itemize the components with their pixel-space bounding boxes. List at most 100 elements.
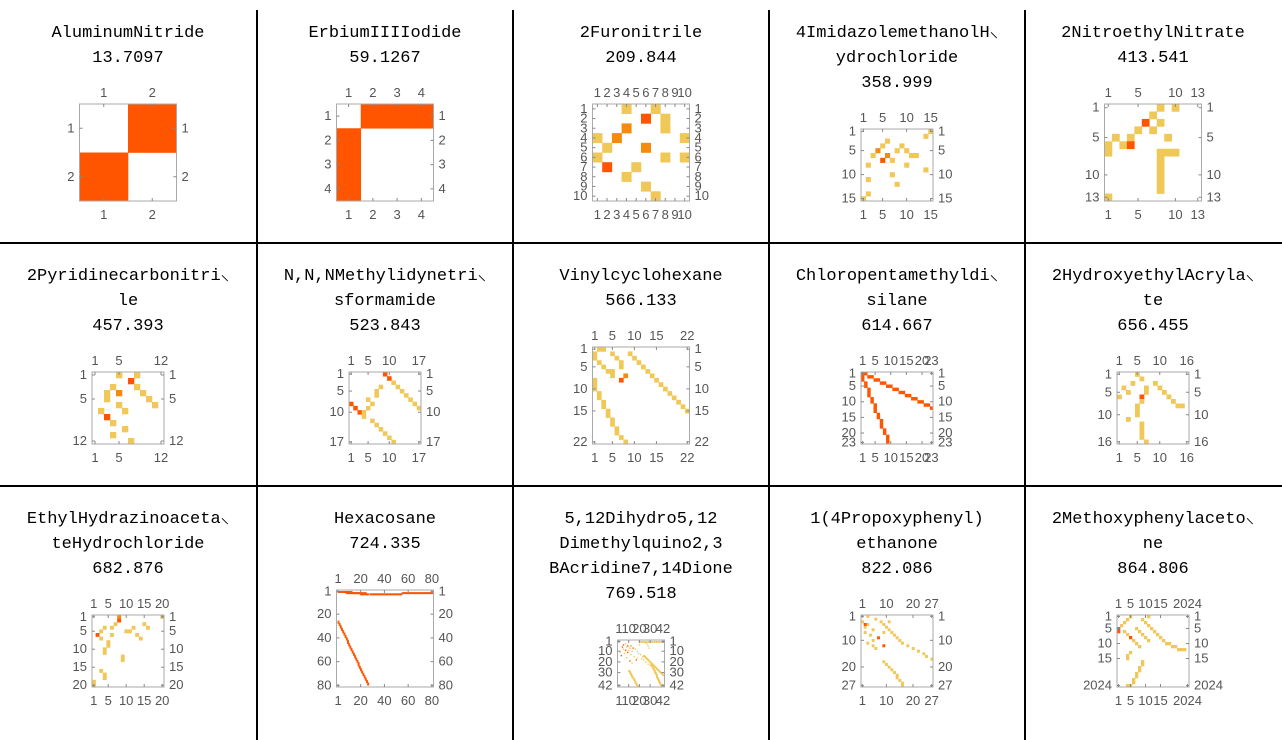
tick-label-top: 10: [621, 621, 635, 636]
matrix-cell: [658, 641, 661, 643]
matrix-panel: 2Furonitrile 209.844 1 1 1 1 2 2 2 2 3 3 3 3 4 4 4 4 5 5 5 5 6…: [513, 0, 769, 243]
panel-title-line: 614.667: [861, 317, 932, 336]
matrix-plot: 4ImidazolemethanolH⸜ ydrochloride 358.999 1…: [796, 24, 998, 222]
matrix-cell: [680, 404, 686, 410]
matrix-cell: [871, 628, 875, 632]
matrix-cell: [1156, 178, 1165, 187]
matrix-cell: [361, 414, 367, 419]
tick-label-left: 15: [842, 409, 856, 424]
matrix-cell: [1156, 104, 1165, 112]
matrix-cell: [654, 673, 657, 676]
matrix-cell: [1177, 648, 1181, 652]
tick-label-right: 15: [169, 659, 183, 674]
matrix-cell: [641, 364, 646, 370]
tick-label-top: 10: [1138, 596, 1152, 611]
matrix-cell: [909, 153, 915, 159]
matrix-cell: [1147, 639, 1151, 643]
tick-label-bottom: 15: [1153, 693, 1167, 708]
matrix-cell: [351, 592, 354, 595]
tick-label-right: 10: [670, 643, 684, 658]
tick-label-bottom: 1: [1115, 693, 1122, 708]
tick-label-left: 5: [1105, 621, 1112, 636]
matrix-cell: [398, 593, 400, 596]
tick-label-top: 5: [609, 328, 616, 343]
matrix-cell: [349, 645, 352, 648]
matrix-cell: [356, 661, 359, 663]
matrix-cell: [653, 669, 656, 672]
tick-label-right: 15: [938, 409, 952, 424]
tick-label-top: 10: [627, 328, 641, 343]
matrix-cell: [1156, 163, 1165, 172]
matrix-cell: [104, 396, 111, 403]
tick-label-left: 1: [80, 367, 87, 382]
tick-label-right: 80: [439, 677, 453, 692]
tick-label-right: 13: [1207, 189, 1221, 204]
tick-label-left: 1: [580, 341, 587, 356]
matrix-cell: [370, 418, 375, 424]
tick-label-bottom: 1: [859, 450, 866, 465]
matrix-cell: [140, 390, 147, 397]
matrix-cell: [1183, 648, 1187, 652]
matrix-cell: [645, 661, 647, 663]
matrix-cell: [630, 653, 632, 656]
tick-label-right: 15: [1194, 651, 1208, 666]
tick-label-top: 23: [924, 353, 938, 368]
tick-label-bottom: 22: [680, 450, 694, 465]
tick-label-bottom: 1: [91, 450, 98, 465]
tick-label-top: 10: [879, 596, 893, 611]
matrix-cell: [638, 644, 641, 646]
tick-label-right: 3: [695, 120, 702, 135]
matrix-cell: [641, 641, 643, 643]
tick-label-bottom: 16: [1180, 450, 1194, 465]
matrix-cell: [1135, 408, 1140, 413]
tick-label-right: 5: [695, 359, 702, 374]
tick-label-left: 12: [73, 433, 87, 448]
matrix-cell: [374, 388, 379, 394]
tick-label-top: 1: [859, 353, 866, 368]
panel-title-line: 413.541: [1117, 49, 1188, 68]
column-divider: [512, 10, 514, 740]
matrix-cell: [614, 355, 620, 361]
matrix-cell: [885, 153, 891, 159]
matrix-cell: [645, 641, 648, 643]
tick-label-bottom: 3: [394, 207, 401, 222]
plot-frame: [91, 614, 165, 688]
matrix-cell: [892, 387, 896, 392]
matrix-cell: [152, 402, 159, 409]
matrix-cell: [667, 391, 673, 396]
matrix-panel: 1(4Propoxyphenyl) ethanone 822.086 1 1 1 1 10 10…: [769, 486, 1025, 729]
matrix-cell: [861, 378, 865, 382]
matrix-cell: [1104, 193, 1113, 202]
matrix-cell: [1119, 141, 1128, 150]
matrix-cell: [424, 592, 427, 595]
tick-label-right: 1: [1207, 100, 1214, 115]
tick-label-left: 10: [1085, 167, 1099, 182]
tick-label-top: 15: [137, 596, 151, 611]
tick-label-right: 15: [938, 191, 952, 206]
matrix-cell: [641, 142, 651, 153]
matrix-cell: [866, 615, 870, 618]
matrix-cell: [1171, 645, 1175, 649]
tick-label-right: 27: [938, 678, 952, 693]
tick-label-top: 40: [377, 571, 391, 586]
matrix-cell: [656, 667, 658, 670]
matrix-cell: [679, 152, 690, 163]
matrix-cell: [867, 390, 871, 395]
matrix-cell: [343, 591, 346, 593]
matrix-cell: [79, 152, 129, 202]
matrix-cell: [652, 664, 655, 667]
matrix-cell: [637, 652, 640, 655]
tick-label-left: 4: [324, 181, 331, 196]
matrix-cell: [636, 684, 639, 687]
matrix-cell: [647, 663, 649, 665]
tick-label-right: 8: [695, 169, 702, 184]
matrix-cell: [886, 437, 890, 442]
matrix-cell: [629, 660, 631, 662]
matrix-cell: [116, 390, 123, 397]
matrix-cell: [1132, 681, 1136, 685]
matrix-cell: [882, 381, 887, 385]
tick-label-right: 20: [439, 606, 453, 621]
matrix-cell: [1157, 385, 1163, 391]
tick-label-top: 10: [899, 110, 913, 125]
matrix-cell: [393, 593, 396, 596]
